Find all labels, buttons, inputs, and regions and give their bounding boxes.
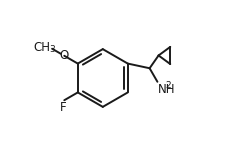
Text: CH: CH: [34, 41, 51, 54]
Text: 2: 2: [166, 81, 171, 90]
Text: O: O: [60, 49, 69, 62]
Text: F: F: [60, 101, 67, 114]
Text: NH: NH: [158, 83, 176, 95]
Text: 3: 3: [49, 45, 55, 54]
